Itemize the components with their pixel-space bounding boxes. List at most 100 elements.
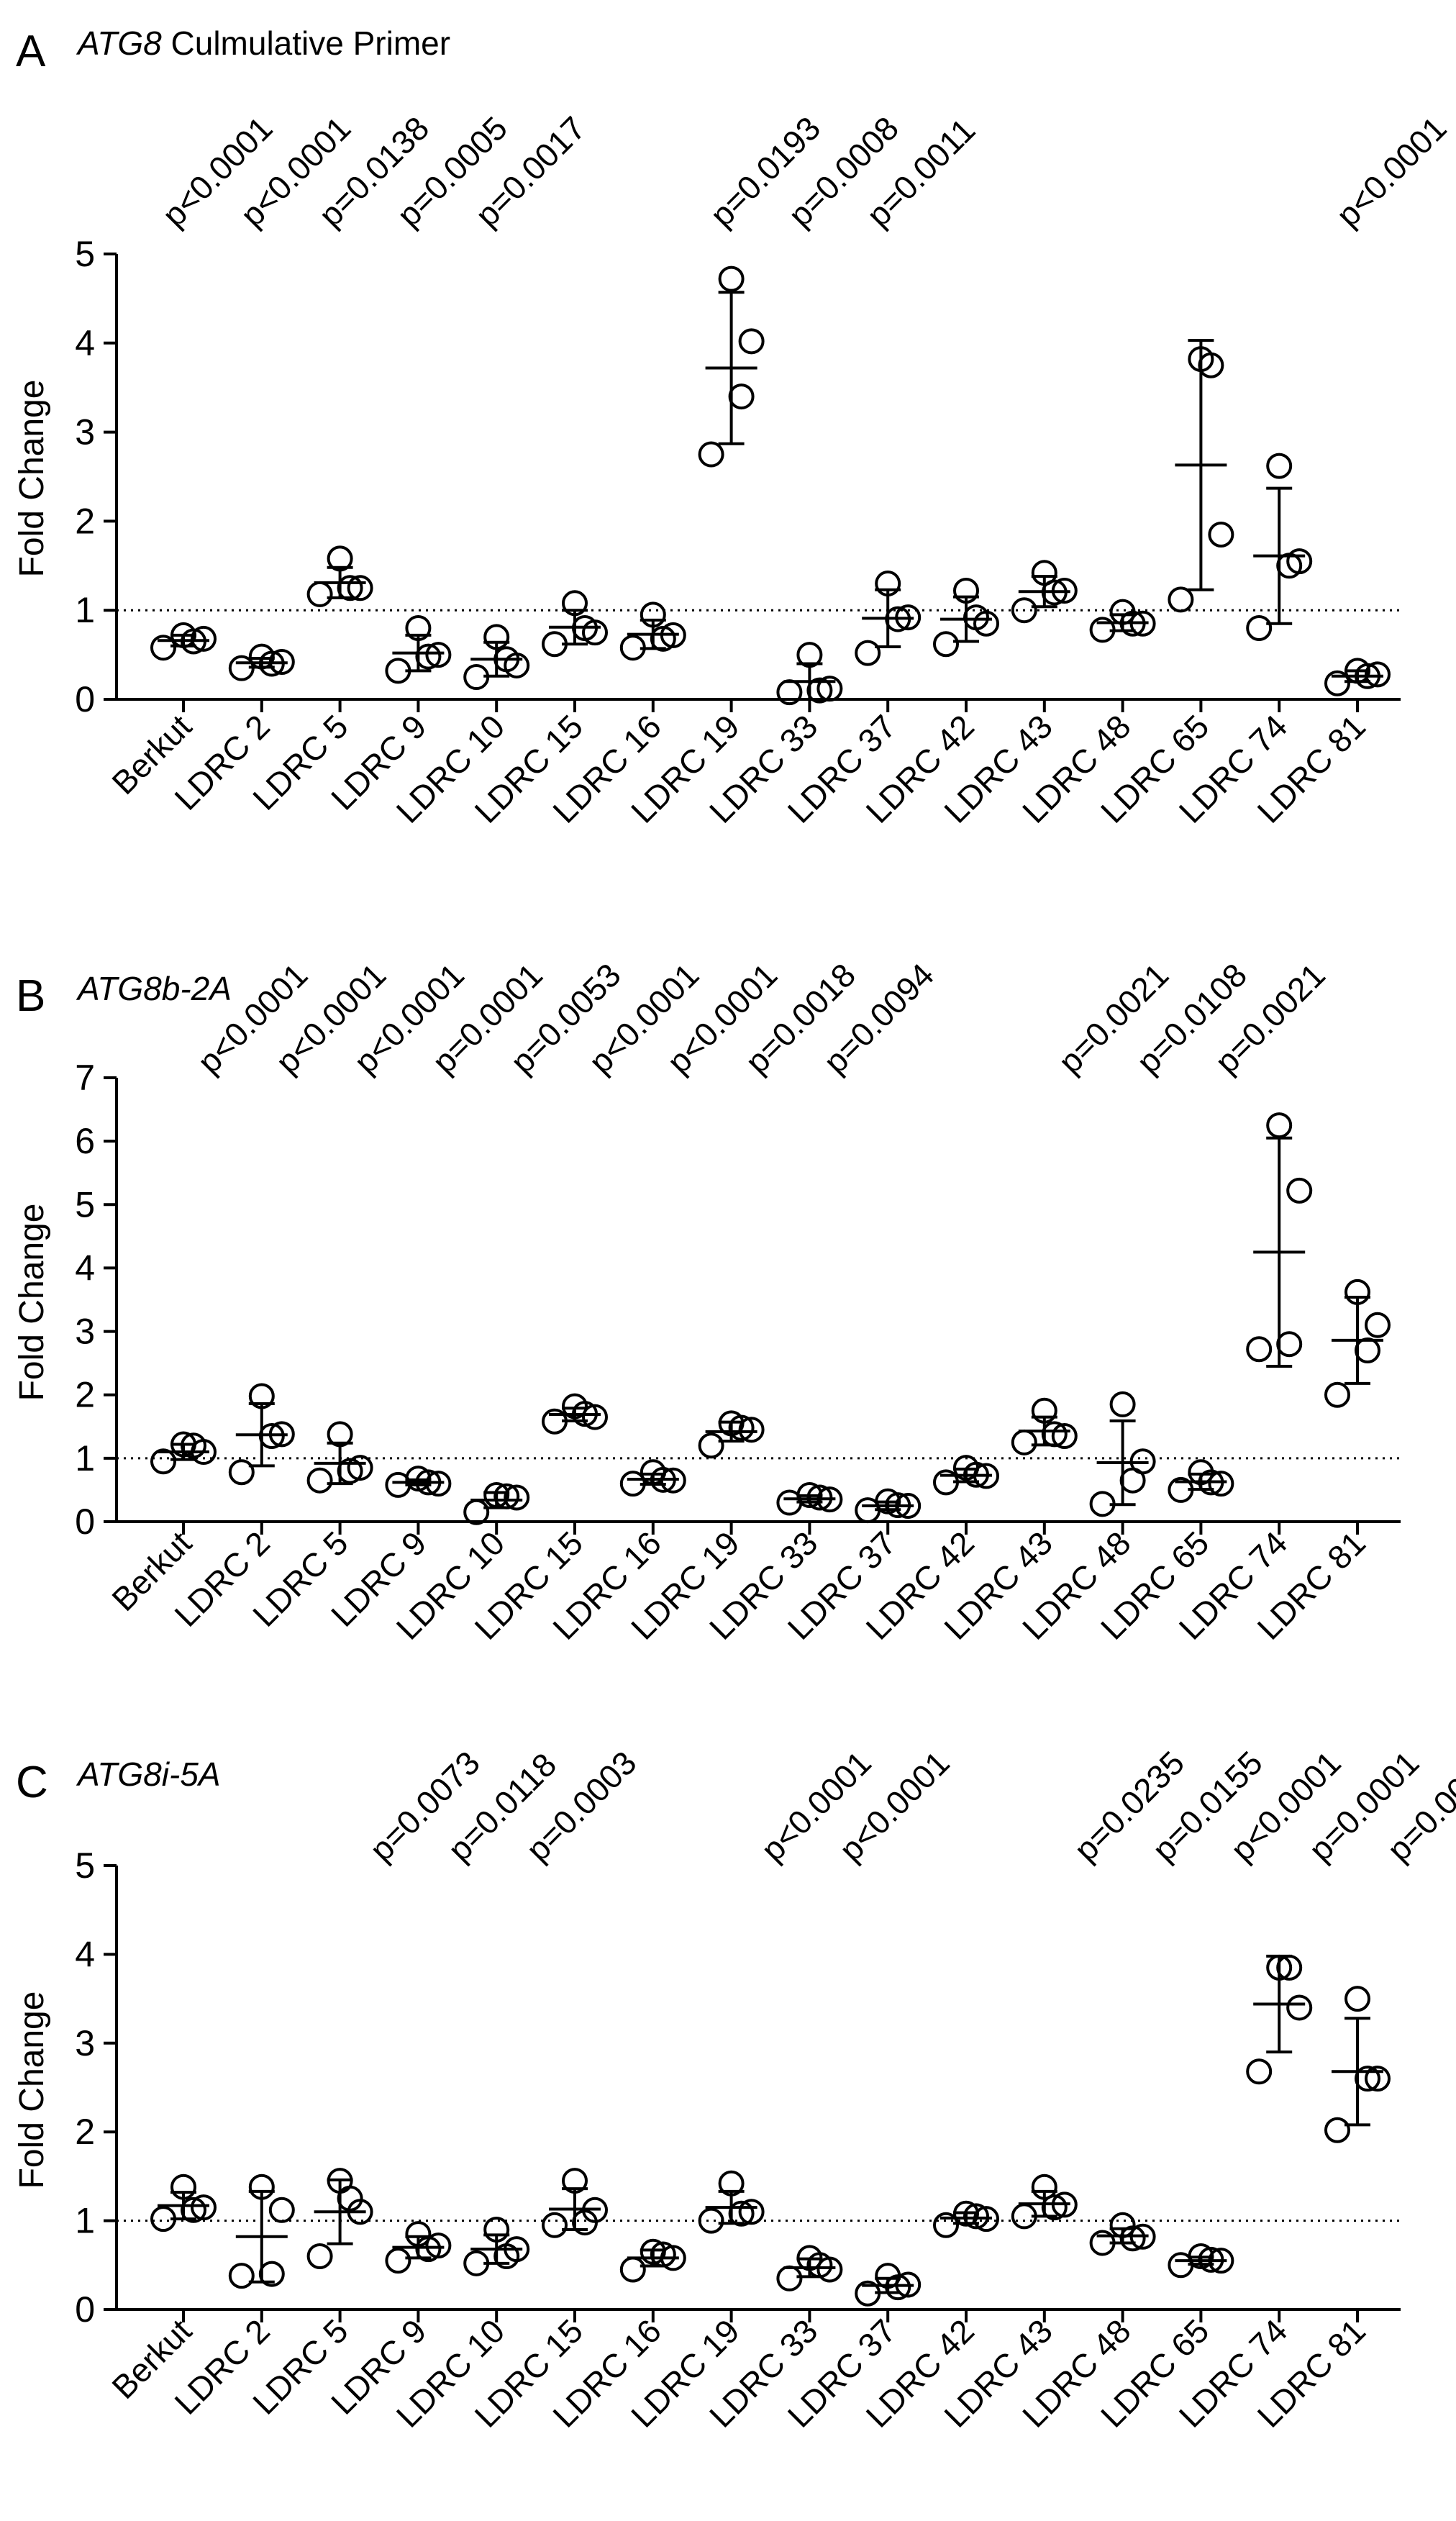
data-point (1089, 2230, 1116, 2256)
panel-title: ATG8i-5A (76, 1755, 221, 1793)
data-point (885, 2274, 911, 2301)
data-point (425, 1471, 452, 1497)
data-point (1041, 1421, 1068, 1448)
data-point (1051, 1423, 1078, 1450)
data-point (1365, 1312, 1391, 1338)
data-point (1324, 670, 1350, 696)
data-point (493, 1483, 520, 1509)
data-point (1276, 1954, 1303, 1981)
data-point (640, 601, 666, 628)
data-point (1266, 1112, 1293, 1139)
data-point (483, 2216, 510, 2243)
data-point (816, 676, 843, 702)
title-suffix: Culmulative Primer (162, 24, 450, 62)
data-point (1344, 1278, 1370, 1305)
data-point (170, 2173, 196, 2200)
data-point (483, 624, 510, 650)
data-point (542, 2212, 568, 2238)
data-point (572, 1401, 598, 1427)
y-tick-label: 5 (75, 1184, 95, 1225)
data-point (191, 625, 217, 652)
p-value-label: p<0.0001 (1329, 109, 1453, 234)
data-point (463, 664, 490, 691)
y-tick-label: 4 (75, 1934, 95, 1974)
data-point (619, 635, 646, 661)
data-point (181, 2197, 206, 2223)
data-point (415, 643, 442, 670)
y-tick-label: 0 (75, 2289, 95, 2330)
data-point (1208, 2248, 1234, 2274)
data-point (806, 1484, 833, 1511)
data-point (463, 1499, 490, 1525)
data-point (347, 575, 373, 601)
data-point (1031, 1397, 1057, 1424)
data-point (483, 1481, 510, 1508)
data-point (572, 2209, 598, 2236)
data-point (405, 614, 432, 641)
data-point (493, 646, 520, 673)
data-point (181, 1432, 206, 1459)
data-point (885, 606, 911, 632)
data-point (306, 2243, 333, 2269)
data-point (806, 677, 833, 704)
y-tick-label: 1 (75, 2201, 95, 2241)
data-point (268, 2197, 295, 2223)
data-point (337, 1458, 363, 1484)
y-axis-label: Fold Change (13, 1991, 51, 2189)
y-tick-label: 1 (75, 1438, 95, 1478)
data-point (1119, 2225, 1146, 2252)
data-point (542, 1408, 568, 1435)
data-point (1355, 663, 1380, 689)
data-point (542, 631, 568, 658)
data-point (191, 2194, 217, 2221)
y-tick-label: 3 (75, 412, 95, 453)
data-point (619, 1471, 646, 1497)
y-tick-label: 4 (75, 323, 95, 363)
data-point (1286, 1994, 1313, 2021)
data-point (1208, 521, 1234, 548)
data-point (776, 2265, 803, 2291)
data-point (258, 2261, 285, 2287)
data-point (415, 1469, 442, 1496)
data-point (572, 614, 598, 641)
data-point (933, 1469, 959, 1496)
data-point (1246, 2058, 1273, 2085)
data-point (228, 2263, 255, 2289)
y-tick-label: 2 (75, 501, 95, 541)
data-point (963, 1461, 989, 1488)
data-point (963, 2203, 989, 2230)
data-point (855, 2280, 881, 2307)
data-point (385, 2248, 411, 2274)
y-tick-label: 2 (75, 2112, 95, 2152)
y-tick-label: 0 (75, 679, 95, 719)
data-point (150, 2206, 176, 2232)
panel-letter: C (16, 1758, 48, 1807)
data-point (1246, 1336, 1273, 1363)
data-point (228, 655, 255, 681)
y-tick-label: 4 (75, 1248, 95, 1288)
data-point (698, 1432, 724, 1459)
data-point (268, 1421, 295, 1448)
data-point (806, 2252, 833, 2279)
panel-b: B ATG8b-2A Fold Change 01234567BerkutLDR… (13, 956, 1401, 1647)
data-point (1168, 1476, 1194, 1503)
data-point (150, 1448, 176, 1475)
data-point (1089, 617, 1116, 643)
y-tick-label: 1 (75, 590, 95, 630)
data-point (1041, 2194, 1068, 2221)
data-point (698, 441, 724, 468)
data-point (953, 577, 979, 604)
data-point (1276, 1331, 1303, 1358)
panel-letter: B (16, 971, 45, 1021)
data-point (895, 604, 922, 631)
data-point (738, 2199, 765, 2225)
data-point (650, 625, 676, 652)
y-tick-label: 7 (75, 1058, 95, 1098)
data-point (1011, 1429, 1037, 1455)
data-point (385, 658, 411, 684)
data-point (650, 2241, 676, 2268)
data-point (933, 2212, 959, 2238)
data-point (1355, 2066, 1380, 2092)
data-point (463, 2250, 490, 2276)
